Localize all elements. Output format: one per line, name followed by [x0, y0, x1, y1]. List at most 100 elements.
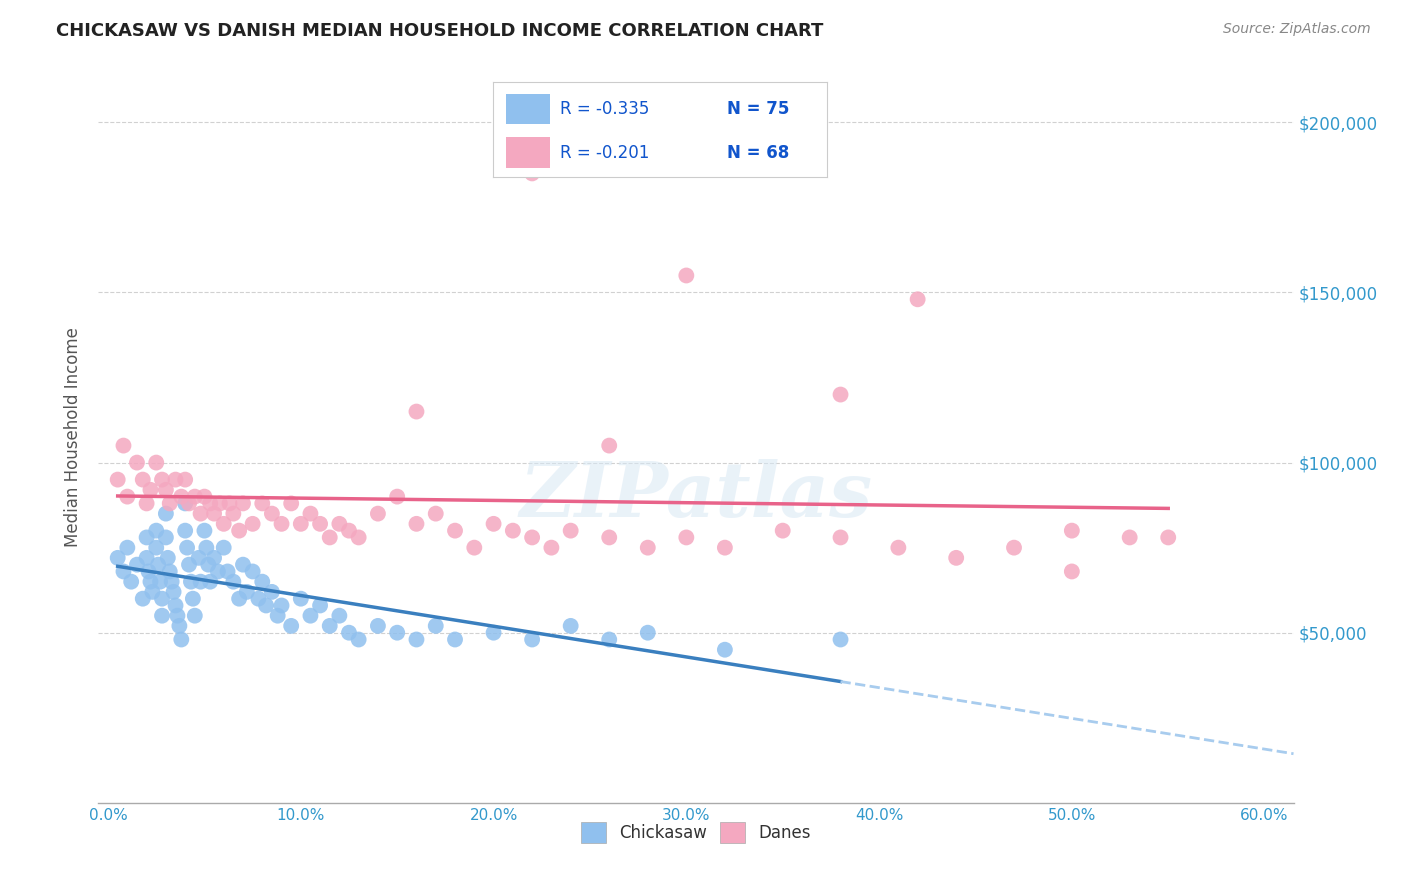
Point — [190, 574, 212, 589]
Point — [165, 473, 187, 487]
Point — [367, 507, 389, 521]
Point — [675, 531, 697, 545]
Point — [150, 608, 173, 623]
Point — [1002, 541, 1025, 555]
Point — [1060, 565, 1083, 579]
Point — [347, 632, 370, 647]
Point — [125, 456, 148, 470]
Point — [385, 490, 409, 504]
Point — [193, 490, 215, 504]
Point — [132, 591, 155, 606]
Point — [202, 507, 225, 521]
Point — [520, 166, 543, 180]
Point — [907, 293, 929, 307]
Point — [222, 574, 245, 589]
Point — [149, 574, 172, 589]
Point — [132, 473, 155, 487]
Point — [270, 516, 292, 531]
Point — [309, 516, 332, 531]
Point — [212, 541, 235, 555]
Point — [195, 541, 218, 555]
Point — [280, 496, 302, 510]
Text: Source: ZipAtlas.com: Source: ZipAtlas.com — [1223, 22, 1371, 37]
Point — [200, 496, 222, 510]
Point — [138, 565, 160, 579]
Point — [267, 608, 290, 623]
Point — [174, 473, 197, 487]
Point — [184, 608, 207, 623]
Point — [141, 585, 163, 599]
Point — [202, 550, 225, 565]
Point — [337, 524, 360, 538]
Point — [675, 268, 697, 283]
Point — [117, 490, 139, 504]
Point — [207, 565, 229, 579]
Y-axis label: Median Household Income: Median Household Income — [65, 327, 83, 547]
Point — [218, 496, 240, 510]
Point — [830, 632, 852, 647]
Point — [444, 632, 467, 647]
Point — [254, 599, 277, 613]
Point — [117, 541, 139, 555]
Point — [299, 507, 322, 521]
Point — [714, 642, 737, 657]
Point — [197, 558, 219, 572]
Point — [120, 574, 142, 589]
Point — [444, 524, 467, 538]
Point — [184, 490, 207, 504]
Point — [170, 490, 193, 504]
Point — [830, 387, 852, 401]
Point — [107, 550, 129, 565]
Point — [155, 507, 177, 521]
Point — [598, 632, 620, 647]
Point — [1157, 531, 1180, 545]
Point — [290, 591, 312, 606]
Point — [540, 541, 562, 555]
Point — [830, 531, 852, 545]
Point — [367, 619, 389, 633]
Point — [560, 619, 582, 633]
Point — [193, 524, 215, 538]
Point — [347, 531, 370, 545]
Point — [520, 531, 543, 545]
Point — [174, 496, 197, 510]
Point — [145, 456, 167, 470]
Point — [217, 565, 239, 579]
Point — [520, 632, 543, 647]
Text: CHICKASAW VS DANISH MEDIAN HOUSEHOLD INCOME CORRELATION CHART: CHICKASAW VS DANISH MEDIAN HOUSEHOLD INC… — [56, 22, 824, 40]
Point — [560, 524, 582, 538]
Point — [425, 507, 447, 521]
Point — [159, 565, 181, 579]
Point — [385, 625, 409, 640]
Point — [772, 524, 794, 538]
Point — [176, 541, 198, 555]
Point — [107, 473, 129, 487]
Point — [260, 585, 283, 599]
Point — [222, 507, 245, 521]
Point — [208, 496, 231, 510]
Point — [125, 558, 148, 572]
Point — [637, 541, 659, 555]
Point — [328, 608, 350, 623]
Point — [270, 599, 292, 613]
Point — [200, 574, 222, 589]
Point — [252, 496, 274, 510]
Point — [337, 625, 360, 640]
Point — [502, 524, 524, 538]
Point — [482, 516, 505, 531]
Point — [328, 516, 350, 531]
Point — [945, 550, 967, 565]
Point — [887, 541, 910, 555]
Point — [252, 574, 274, 589]
Point — [212, 516, 235, 531]
Point — [187, 550, 209, 565]
Point — [236, 585, 259, 599]
Point — [405, 632, 427, 647]
Point — [112, 439, 135, 453]
Point — [290, 516, 312, 531]
Point — [714, 541, 737, 555]
Point — [160, 574, 183, 589]
Point — [228, 524, 250, 538]
Point — [228, 591, 250, 606]
Point — [135, 496, 157, 510]
